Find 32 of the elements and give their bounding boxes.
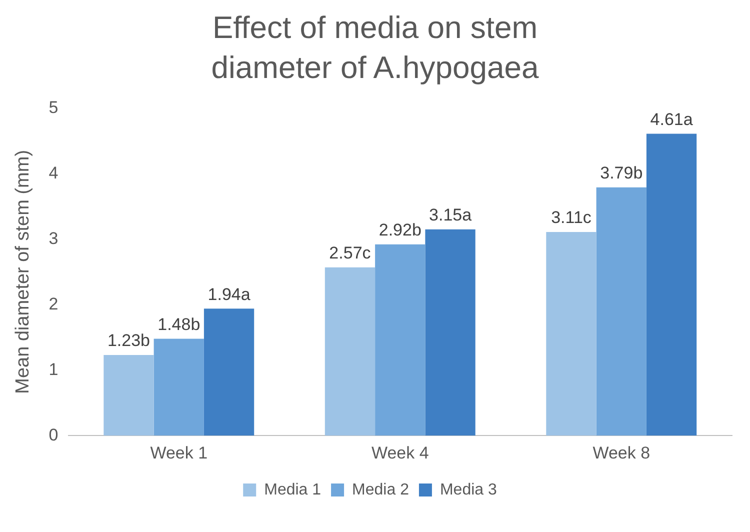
y-tick-label: 0	[48, 425, 58, 444]
x-tick-label: Week 1	[150, 443, 208, 462]
legend-label: Media 1	[264, 481, 322, 498]
y-tick-label: 5	[48, 98, 58, 117]
legend-label: Media 3	[440, 481, 497, 498]
bar	[546, 232, 596, 436]
bar	[646, 134, 697, 436]
bar	[204, 308, 254, 436]
bar	[425, 229, 476, 436]
bar	[324, 267, 376, 436]
data-label: 1.23b	[107, 331, 150, 350]
bar	[104, 355, 154, 436]
data-label: 4.61a	[650, 110, 694, 129]
bar	[154, 338, 204, 436]
data-label: 3.15a	[429, 206, 472, 225]
x-tick-label: Week 8	[592, 443, 650, 462]
legend-label: Media 2	[352, 481, 410, 498]
data-label: 2.57c	[329, 244, 372, 263]
data-label: 3.11c	[551, 208, 592, 228]
y-tick-label: 3	[48, 228, 58, 248]
data-label: 2.92b	[378, 220, 422, 240]
bar	[596, 187, 646, 436]
y-axis-title: Mean diameter of stem (mm)	[12, 150, 34, 394]
x-tick-label: Week 4	[371, 443, 429, 462]
data-label: 3.79b	[600, 164, 643, 183]
chart-title: Effect of media on stem diameter of A.hypogaea	[210, 9, 540, 87]
y-tick-label: 2	[48, 294, 58, 314]
y-tick-label: 1	[48, 360, 58, 379]
bar	[375, 244, 426, 436]
data-label: 1.48b	[158, 314, 200, 334]
data-label: 1.94a	[208, 284, 251, 304]
y-tick-label: 4	[48, 163, 58, 182]
